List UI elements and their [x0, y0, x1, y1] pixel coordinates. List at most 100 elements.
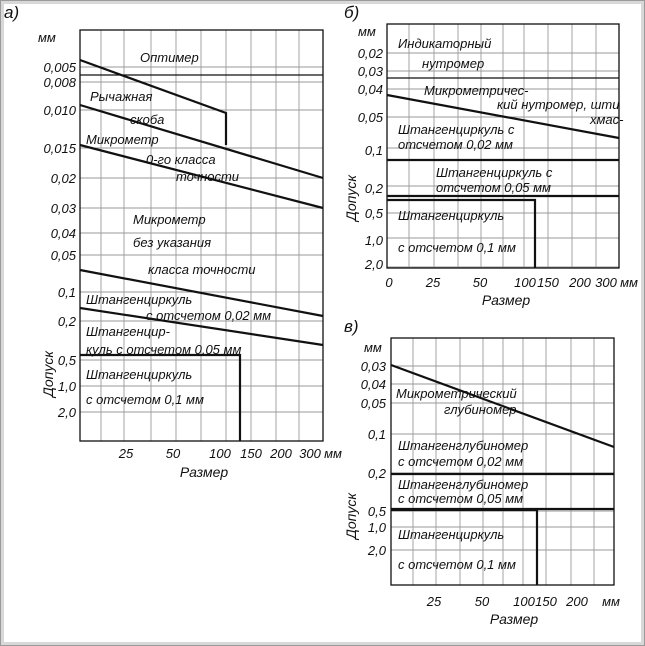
panel-a-y-tick: 0,05 [51, 248, 77, 263]
panel-b-xlabel: Размер [482, 292, 531, 308]
panel-b-y-tick: 1,0 [365, 233, 384, 248]
panel-b-unit-y: мм [358, 24, 376, 39]
panel-a-x-tick: 50 [166, 446, 181, 461]
panel-c-region-label: Штангенциркуль [398, 527, 504, 542]
panel-c-unit-y: мм [364, 340, 382, 355]
panel-c-region-label: с отсчетом 0,02 мм [398, 454, 523, 469]
panel-a-region-label: куль с отсчетом 0,05 мм [86, 342, 241, 357]
panel-a-region-label: Штангенциркуль [86, 367, 192, 382]
panel-c-xlabel: Размер [490, 611, 539, 627]
panel-b-y-tick: 2,0 [364, 257, 384, 272]
panel-a-region-label: Оптимер [140, 50, 199, 65]
panel-a-y-tick: 0,015 [43, 141, 76, 156]
panel-c-region-label: Штангенглубиномер [398, 438, 528, 453]
panel-c-x-tick: 25 [426, 594, 442, 609]
panel-c-boundary-micrometric [390, 363, 615, 449]
panel-c-y-tick: 0,04 [361, 377, 386, 392]
panel-b-y-tick: 0,03 [358, 64, 384, 79]
panel-a-boundary-caliper002 [79, 268, 324, 318]
panel-a-y-tick: 0,005 [43, 60, 76, 75]
panel-a-region-label: Микрометр [86, 132, 159, 147]
panel-a-region-label: скоба [130, 112, 164, 127]
panel-c-x-tick: 50 [475, 594, 490, 609]
panel-b-region-label: Штангенциркуль с [398, 122, 515, 137]
panel-b-x-tick: 300 [595, 275, 617, 290]
panel-b-region-label: кий нутромер, шти [497, 97, 619, 112]
panel-b-y-tick: 0,05 [358, 110, 384, 125]
panel-b-y-tick: 0,1 [365, 143, 383, 158]
panel-a-region-label: без указания [133, 235, 211, 250]
panel-b-region-label: нутромер [422, 56, 484, 71]
panel-b-y-tick: 0,02 [358, 46, 384, 61]
panel-a-boundary-micrometer0 [79, 103, 324, 180]
panel-b-y-tick: 0,2 [365, 181, 384, 196]
panel-c-region-label: с отсчетом 0,1 мм [398, 557, 516, 572]
panel-b-y-tick: 0,04 [358, 82, 383, 97]
panel-c-boundary-caliper01 [391, 508, 539, 585]
panel-c-x-tick: 200 [565, 594, 588, 609]
panel-b-x-tick: 150 [537, 275, 559, 290]
panel-a-x-tick: 300 [299, 446, 321, 461]
panel-b-region-label: хмас- [589, 112, 624, 127]
panel-b-boundary-caliper01 [387, 198, 537, 268]
panel-b-x-tick: 25 [425, 275, 441, 290]
panel-a-unit-y: мм [38, 30, 56, 45]
panel-a-x-tick: 25 [118, 446, 134, 461]
panel-c-letter: в) [344, 317, 359, 336]
panel-a-y-tick: 0,1 [58, 285, 76, 300]
panel-a-region-label: Рычажная [90, 89, 153, 104]
panel-c-region-label: Микрометрический [396, 386, 517, 401]
panel-a-letter: а) [4, 3, 19, 22]
panel-a-y-tick: 0,5 [58, 353, 77, 368]
panel-c-y-tick: 0,2 [368, 466, 387, 481]
panel-b-letter: б) [344, 3, 359, 22]
panel-c-x-tick: 150 [535, 594, 557, 609]
panel-a-boundary-caliper01 [80, 353, 242, 441]
panel-c-y-tick: 2,0 [367, 543, 387, 558]
panel-a-xlabel: Размер [180, 464, 229, 480]
panel-a-y-tick: 0,2 [58, 314, 77, 329]
panel-b-region-label: Микрометричес- [424, 83, 529, 98]
panel-a-y-tick: 0,02 [51, 171, 77, 186]
panel-b-y-tick: 0,5 [365, 206, 384, 221]
panel-a-x-tick: 150 [240, 446, 262, 461]
panel-a-region-label: класса точности [148, 262, 256, 277]
panel-a-region-label: с отсчетом 0,1 мм [86, 392, 204, 407]
panel-a-region-label: точности [176, 169, 239, 184]
panel-b-ylabel: Допуск [343, 174, 359, 223]
panel-a-y-tick: 0,04 [51, 226, 76, 241]
panel-c-y-tick: 0,05 [361, 396, 387, 411]
panel-b-boundary-micrometric [386, 93, 620, 140]
panel-b-unit-x: мм [620, 275, 638, 290]
panel-a-boundary-lever [79, 58, 228, 145]
panel-a-y-tick: 0,03 [51, 201, 77, 216]
panel-a-y-tick: 0,010 [43, 103, 76, 118]
panel-c-x-tick: 100 [513, 594, 535, 609]
panel-b-plot-border [386, 23, 620, 269]
panel-a-region-label: 0-го класса [146, 152, 216, 167]
panel-a-boundary-micrometer [79, 143, 324, 210]
panel-c-y-tick: 0,03 [361, 359, 387, 374]
panel-c: в) мм 0,03 0,04 0,05 0,1 0,2 0,51,0 2,0 Микрометр… [343, 317, 620, 627]
panel-b-x-tick: 0 [385, 275, 393, 290]
panel-a-region-label: Штангенциркуль [86, 292, 192, 307]
panel-a-y-tick: 0,008 [43, 75, 76, 90]
panel-b-region-label: отсчетом 0,05 мм [436, 180, 551, 195]
panel-c-region-label: глубиномер [444, 402, 517, 417]
panel-a-y-tick: 2,0 [57, 405, 77, 420]
panel-a-unit-x: мм [324, 446, 342, 461]
panel-b-region-label: Индикаторный [398, 36, 491, 51]
panel-b-x-tick: 50 [473, 275, 488, 290]
panel-b-region-label: с отсчетом 0,1 мм [398, 240, 516, 255]
panel-a-ylabel: Допуск [40, 350, 56, 399]
panel-b-region-label: Штангенциркуль с [436, 165, 553, 180]
panel-a-y-tick: 1,0 [58, 379, 77, 394]
panel-a-x-tick: 200 [269, 446, 292, 461]
panel-c-plot-border [390, 337, 615, 586]
panel-c-y-tick: 1,0 [368, 520, 387, 535]
panel-a-region-label: с отсчетом 0,02 мм [146, 308, 271, 323]
panel-b: б) мм 0,02 0,03 0,04 0,05 0,1 0,2 0,5 1,0 2,0 Индик… [343, 3, 638, 308]
panel-a-region-label: Штангенцир- [86, 324, 171, 339]
